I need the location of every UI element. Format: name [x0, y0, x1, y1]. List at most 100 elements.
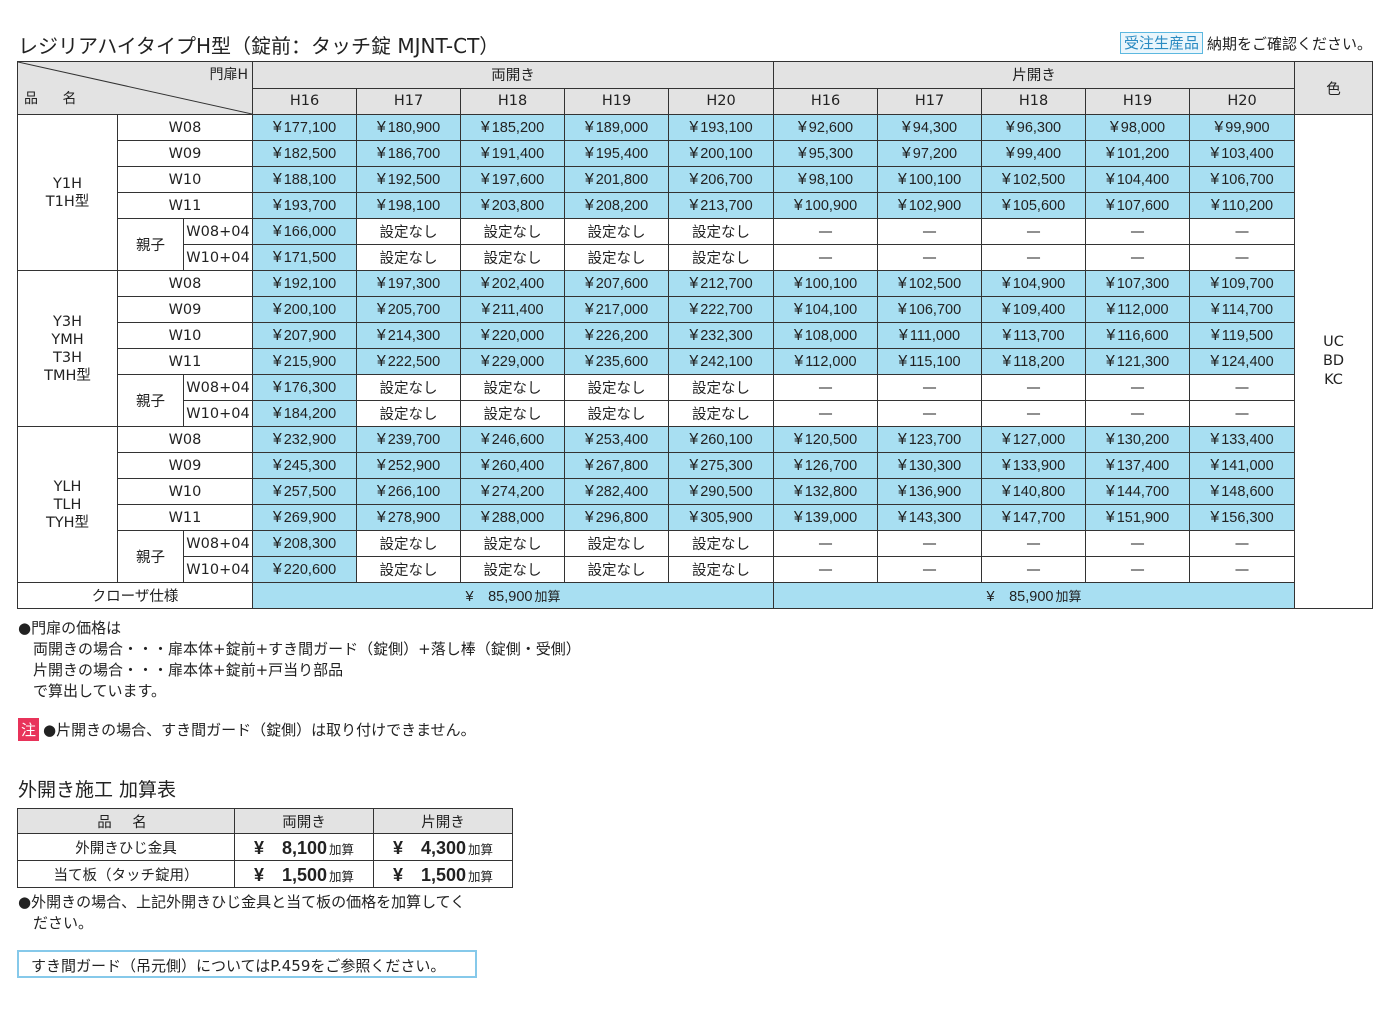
- yen-sign: ¥: [584, 144, 594, 162]
- no-setting-cell: 設定なし: [564, 218, 669, 245]
- width-code: W10: [117, 322, 253, 349]
- price-cell: ¥211,400: [460, 296, 565, 323]
- price-cell: ¥148,600: [1189, 478, 1295, 505]
- price-value: 1,500: [420, 865, 467, 885]
- price-cell: ¥197,300: [356, 270, 461, 297]
- no-setting-cell: 設定なし: [668, 530, 774, 557]
- yen-sign: ¥: [689, 352, 699, 370]
- price-cell: ¥147,700: [981, 504, 1086, 531]
- price-cell: ¥206,700: [668, 166, 774, 193]
- yen-sign: ¥: [584, 508, 594, 526]
- table-row: W10 ¥207,900 ¥214,300 ¥220,000 ¥226,200 ¥232,…: [18, 322, 1373, 349]
- price-cell: ¥109,700: [1189, 270, 1295, 297]
- price-cell: ¥229,000: [460, 348, 565, 375]
- yen-sign: ¥: [272, 378, 282, 396]
- price-cell: ¥232,300: [668, 322, 774, 349]
- price-value: 220,600: [283, 561, 337, 578]
- yen-sign: ¥: [272, 560, 282, 578]
- width-code: W11: [117, 192, 253, 219]
- price-value: 212,700: [700, 275, 753, 292]
- yen-sign: ¥: [793, 300, 803, 318]
- price-cell: ¥185,200: [460, 114, 565, 141]
- width-code: W10+04: [183, 244, 253, 271]
- dash-cell: —: [1085, 400, 1190, 427]
- yen-sign: ¥: [376, 274, 386, 292]
- no-setting-cell: 設定なし: [668, 374, 774, 401]
- price-cell: ¥205,700: [356, 296, 461, 323]
- height-header: H18: [981, 87, 1086, 115]
- price-value: 156,300: [1221, 509, 1274, 526]
- price-value: 141,000: [1221, 457, 1274, 474]
- price-value: 253,400: [595, 431, 649, 448]
- yen-sign: ¥: [897, 274, 907, 292]
- price-value: 92,600: [808, 119, 854, 136]
- yen-sign: ¥: [480, 144, 490, 162]
- yen-sign: ¥: [376, 326, 386, 344]
- price-value: 151,900: [1116, 509, 1170, 526]
- price-cell: ¥100,100: [773, 270, 878, 297]
- price-cell: ¥166,000: [252, 218, 357, 245]
- yen-sign: ¥: [272, 300, 282, 318]
- price-cell: ¥193,700: [252, 192, 357, 219]
- table-row: W10+04 ¥184,200 設定なし 設定なし 設定なし 設定なし — — — — —: [18, 400, 1373, 427]
- price-value: 99,900: [1225, 119, 1270, 136]
- price-value: 177,100: [283, 119, 337, 136]
- price-value: 260,100: [700, 431, 753, 448]
- price-value: 246,600: [491, 431, 545, 448]
- sub-table-row: 外開きひじ金具 ¥ 8,100 加算 ¥ 4,300 加算: [17, 833, 513, 861]
- dash-cell: —: [773, 530, 878, 557]
- width-code: W10+04: [183, 400, 253, 427]
- yen-sign: ¥: [480, 430, 490, 448]
- yen-sign: ¥: [272, 404, 282, 422]
- yen-sign: ¥: [376, 118, 386, 136]
- price-value: 104,100: [804, 301, 858, 318]
- price-value: 205,700: [387, 301, 441, 318]
- price-cell: ¥116,600: [1085, 322, 1190, 349]
- no-setting-cell: 設定なし: [460, 400, 565, 427]
- sub-header-double: 両開き: [234, 808, 374, 834]
- price-cell: ¥126,700: [773, 452, 878, 479]
- price-cell: ¥114,700: [1189, 296, 1295, 323]
- price-value: 166,000: [283, 223, 337, 240]
- yen-sign: ¥: [480, 456, 490, 474]
- yen-sign: ¥: [480, 274, 490, 292]
- price-cell: ¥278,900: [356, 504, 461, 531]
- yen-sign: ¥: [797, 170, 807, 188]
- price-cell: ¥245,300: [252, 452, 357, 479]
- closer-label: クローザ仕様: [17, 582, 253, 609]
- price-cell: ¥226,200: [564, 322, 669, 349]
- yen-sign: ¥: [1210, 352, 1220, 370]
- price-cell: ¥275,300: [668, 452, 774, 479]
- price-value: 8,100: [281, 838, 328, 858]
- yen-sign: ¥: [897, 430, 907, 448]
- price-value: 245,300: [283, 457, 337, 474]
- price-cell: ¥220,600: [252, 556, 357, 583]
- price-cell: ¥220,000: [460, 322, 565, 349]
- dash-cell: —: [877, 530, 982, 557]
- yen-sign: ¥: [897, 508, 907, 526]
- price-cell: ¥143,300: [877, 504, 982, 531]
- price-cell: ¥110,200: [1189, 192, 1295, 219]
- model-line: YMH: [51, 331, 84, 348]
- price-cell: ¥217,000: [564, 296, 669, 323]
- price-cell: ¥102,900: [877, 192, 982, 219]
- price-cell: ¥184,200: [252, 400, 357, 427]
- price-value: 130,200: [1116, 431, 1170, 448]
- price-value: 95,300: [808, 145, 854, 162]
- price-value: 148,600: [1221, 483, 1274, 500]
- price-value: 207,600: [595, 275, 649, 292]
- caution-mark: 注: [18, 718, 40, 741]
- yen-sign: ¥: [1106, 300, 1116, 318]
- price-cell: ¥207,600: [564, 270, 669, 297]
- price-value: 229,000: [491, 353, 545, 370]
- price-cell: ¥222,700: [668, 296, 774, 323]
- dash-cell: —: [1189, 374, 1295, 401]
- price-cell: ¥104,900: [981, 270, 1086, 297]
- yen-sign: ¥: [1210, 144, 1220, 162]
- price-value: 267,800: [595, 457, 649, 474]
- yen-sign: ¥: [584, 352, 594, 370]
- yen-sign: ¥: [793, 456, 803, 474]
- price-value: 133,900: [1012, 457, 1066, 474]
- price-value: 192,100: [283, 275, 337, 292]
- price-cell: ¥105,600: [981, 192, 1086, 219]
